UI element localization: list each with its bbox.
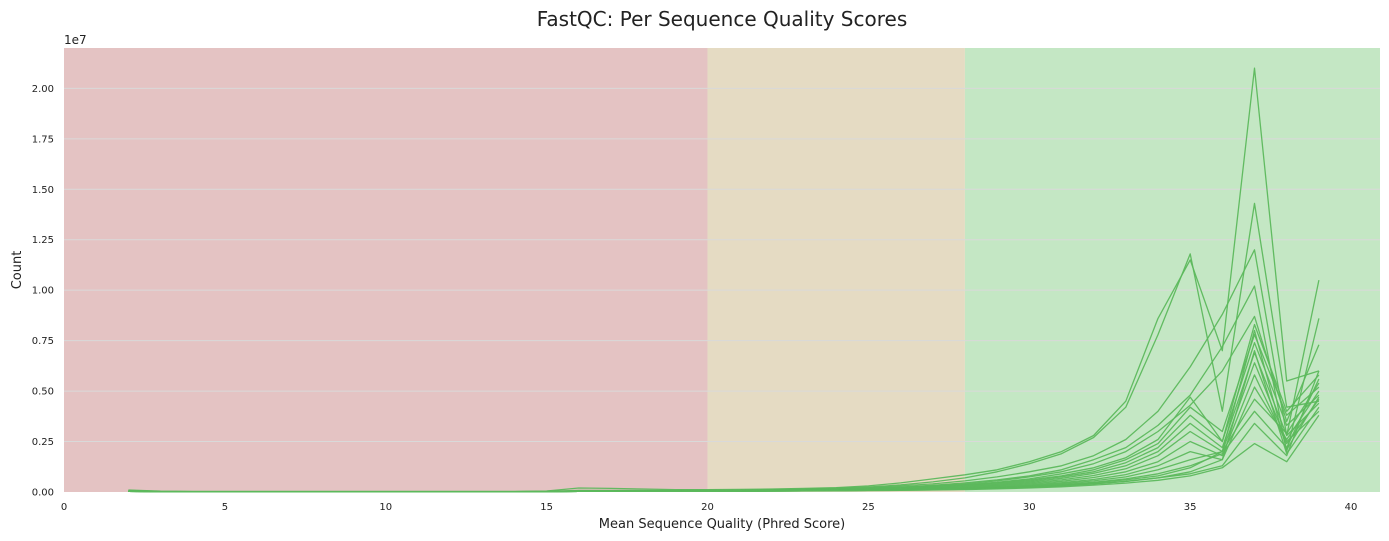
x-tick-label-7: 35	[1184, 502, 1197, 513]
x-tick-label-8: 40	[1345, 502, 1358, 513]
series-lines	[128, 67, 1320, 493]
x-axis-ticks: 0 5 10 15 20 25 30 35 40	[61, 502, 1358, 513]
x-tick-label-0: 0	[61, 502, 67, 513]
series-line-17	[128, 414, 1320, 493]
y-tick-label-6: 1.50	[32, 185, 54, 196]
y-offset-label: 1e7	[64, 33, 87, 47]
y-axis-ticks: 0.00 0.25 0.50 0.75 1.00 1.25 1.50 1.75 2.00	[32, 84, 54, 499]
y-tick-label-3: 0.75	[32, 336, 54, 347]
y-tick-label-4: 1.00	[32, 286, 54, 297]
y-tick-label-2: 0.50	[32, 387, 54, 398]
gridlines	[64, 87, 1380, 443]
quality-band-0	[64, 48, 708, 492]
quality-band-2	[964, 48, 1380, 492]
y-axis-label: Count	[10, 251, 25, 290]
quality-bands	[64, 48, 1380, 492]
x-axis-label: Mean Sequence Quality (Phred Score)	[599, 517, 845, 532]
x-tick-label-5: 25	[862, 502, 875, 513]
plot-area	[64, 48, 1380, 493]
y-tick-label-8: 2.00	[32, 84, 54, 95]
x-tick-label-2: 10	[379, 502, 392, 513]
y-tick-label-5: 1.25	[32, 235, 54, 246]
x-tick-label-6: 30	[1023, 502, 1036, 513]
y-tick-label-1: 0.25	[32, 437, 54, 448]
chart-title: FastQC: Per Sequence Quality Scores	[537, 7, 908, 31]
x-tick-label-3: 15	[540, 502, 553, 513]
y-tick-label-7: 1.75	[32, 134, 54, 145]
quality-band-1	[707, 48, 965, 492]
y-tick-label-0: 0.00	[32, 488, 54, 499]
x-tick-label-1: 5	[222, 502, 228, 513]
x-tick-label-4: 20	[701, 502, 714, 513]
